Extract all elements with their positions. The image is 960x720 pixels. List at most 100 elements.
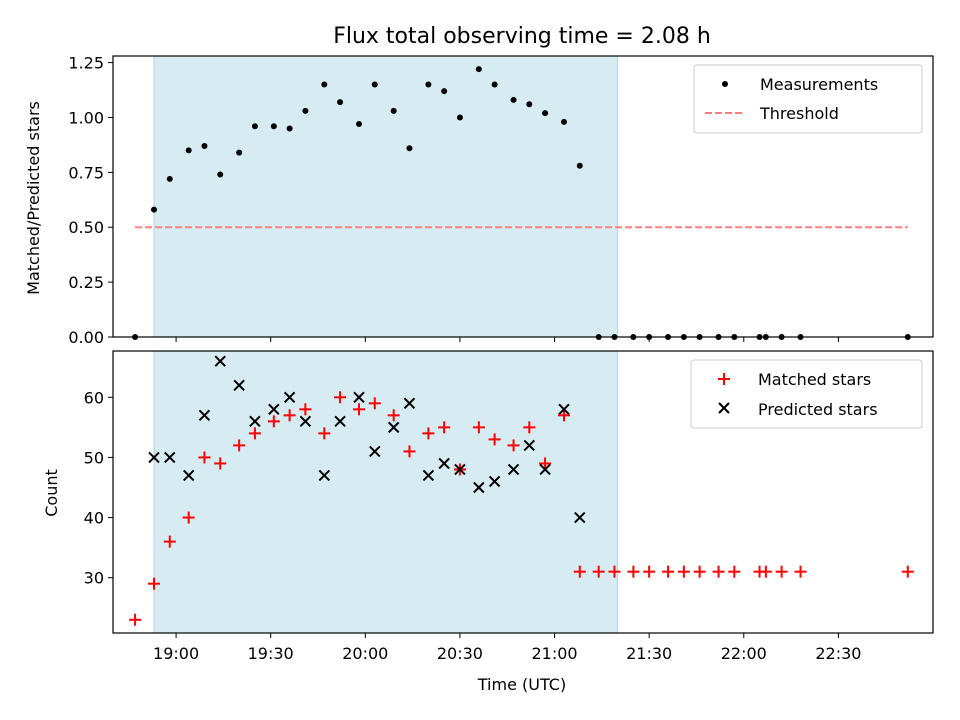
matched-star-point: [163, 535, 176, 548]
matched-star-point: [148, 577, 160, 590]
legend-label-threshold: Threshold: [759, 104, 839, 123]
measurement-point: [441, 88, 448, 95]
matched-star-point: [558, 409, 570, 422]
top-shaded-span: [153, 55, 619, 338]
x-tick-label: 22:00: [721, 644, 767, 663]
matched-star-point: [627, 565, 640, 578]
predicted-star-point: [318, 469, 331, 482]
predicted-star-point: [507, 463, 520, 476]
top-legend-box: [693, 64, 923, 134]
legend-marker-predicted: [718, 402, 730, 414]
y-tick-label: 40: [84, 509, 104, 528]
predicted-star-point: [422, 469, 435, 482]
legend-label-predicted: Predicted stars: [758, 400, 878, 419]
x-tick-label: 22:30: [815, 644, 861, 663]
x-tick-label: 19:30: [248, 644, 294, 663]
measurement-point: [185, 147, 192, 154]
measurement-point: [236, 149, 243, 156]
legend-marker-matched: [718, 373, 730, 385]
predicted-star-point: [539, 463, 551, 476]
measurement-point: [456, 114, 463, 121]
bottom-shaded-span: [153, 350, 619, 634]
measurement-points: [132, 66, 911, 340]
measurement-point: [337, 99, 344, 106]
measurement-point: [302, 107, 309, 114]
y-tick-label: 0.75: [68, 163, 104, 182]
matched-star-point: [334, 391, 347, 404]
predicted-star-point: [403, 397, 416, 410]
measurement-point: [217, 171, 224, 178]
matched-star-point: [507, 439, 520, 452]
predicted-star-point: [454, 463, 466, 476]
matched-star-point: [677, 565, 690, 578]
y-tick-label: 0.50: [68, 218, 104, 237]
matched-star-point: [523, 421, 536, 434]
y-tick-label: 0.25: [68, 273, 104, 292]
measurement-point: [390, 107, 397, 114]
top-axes-frame: [112, 55, 934, 338]
y-tick-label: 30: [84, 569, 104, 588]
matched-star-point: [248, 427, 261, 440]
x-tick-label: 19:00: [153, 644, 199, 663]
matched-star-point: [129, 613, 142, 626]
matched-star-point: [592, 565, 605, 578]
bottom-legend-box: [690, 359, 923, 429]
matched-star-point: [353, 403, 365, 416]
measurement-point: [251, 123, 258, 130]
predicted-star-point: [148, 451, 160, 464]
top-x-ticks: [175, 337, 839, 342]
bottom-y-axis-label: Count: [42, 469, 61, 517]
matched-star-point: [901, 565, 914, 578]
x-axis-label: Time (UTC): [477, 675, 566, 694]
y-tick-label: 1.00: [68, 108, 104, 127]
matched-star-point: [693, 565, 706, 578]
top-legend: Measurements Threshold: [693, 64, 923, 134]
measurement-point: [576, 162, 583, 169]
bottom-y-ticks: 30 40 50 60: [84, 388, 113, 588]
matched-star-point: [233, 439, 246, 452]
bottom-axes-frame: [112, 350, 934, 634]
matched-star-point: [182, 511, 195, 524]
matched-star-point: [775, 565, 788, 578]
predicted-star-point: [334, 415, 346, 428]
y-tick-label: 0.00: [68, 328, 104, 347]
measurement-point: [151, 206, 157, 213]
measurement-point: [270, 123, 277, 130]
legend-marker-measurements: [722, 81, 728, 87]
chart-title: Flux total observing time = 2.08 h: [333, 24, 711, 49]
x-tick-label: 21:30: [626, 644, 672, 663]
predicted-star-point: [249, 415, 261, 428]
matched-star-point: [759, 565, 772, 578]
star-count-points: [129, 355, 914, 626]
measurement-point: [425, 81, 432, 88]
predicted-star-point: [198, 409, 211, 422]
predicted-star-point: [387, 421, 400, 434]
predicted-star-point: [353, 391, 365, 404]
x-tick-label: 20:00: [342, 644, 388, 663]
x-tick-label: 21:00: [531, 644, 577, 663]
matched-star-point: [573, 565, 586, 578]
predicted-star-point: [233, 379, 245, 391]
measurement-point: [542, 110, 549, 117]
matched-star-point: [712, 565, 725, 578]
predicted-star-point: [574, 511, 586, 524]
matched-star-point: [368, 397, 381, 410]
predicted-star-point: [214, 355, 226, 367]
matched-star-point: [728, 565, 741, 578]
matched-star-point: [299, 403, 312, 416]
matched-star-point: [422, 427, 435, 440]
matched-star-point: [662, 565, 675, 578]
matched-star-point: [643, 565, 656, 578]
matched-star-point: [214, 457, 227, 470]
matched-star-point: [267, 415, 280, 428]
predicted-star-point: [438, 457, 450, 470]
measurement-point: [491, 81, 498, 88]
measurement-point: [286, 125, 293, 132]
measurement-point: [406, 145, 413, 152]
measurement-point: [371, 81, 378, 88]
measurement-point: [166, 175, 173, 182]
matched-star-point: [403, 445, 416, 458]
measurement-point: [561, 118, 567, 125]
top-axes: 0.00 0.25 0.50 0.75 1.00 1.25 Matched/Predict…: [24, 54, 934, 347]
